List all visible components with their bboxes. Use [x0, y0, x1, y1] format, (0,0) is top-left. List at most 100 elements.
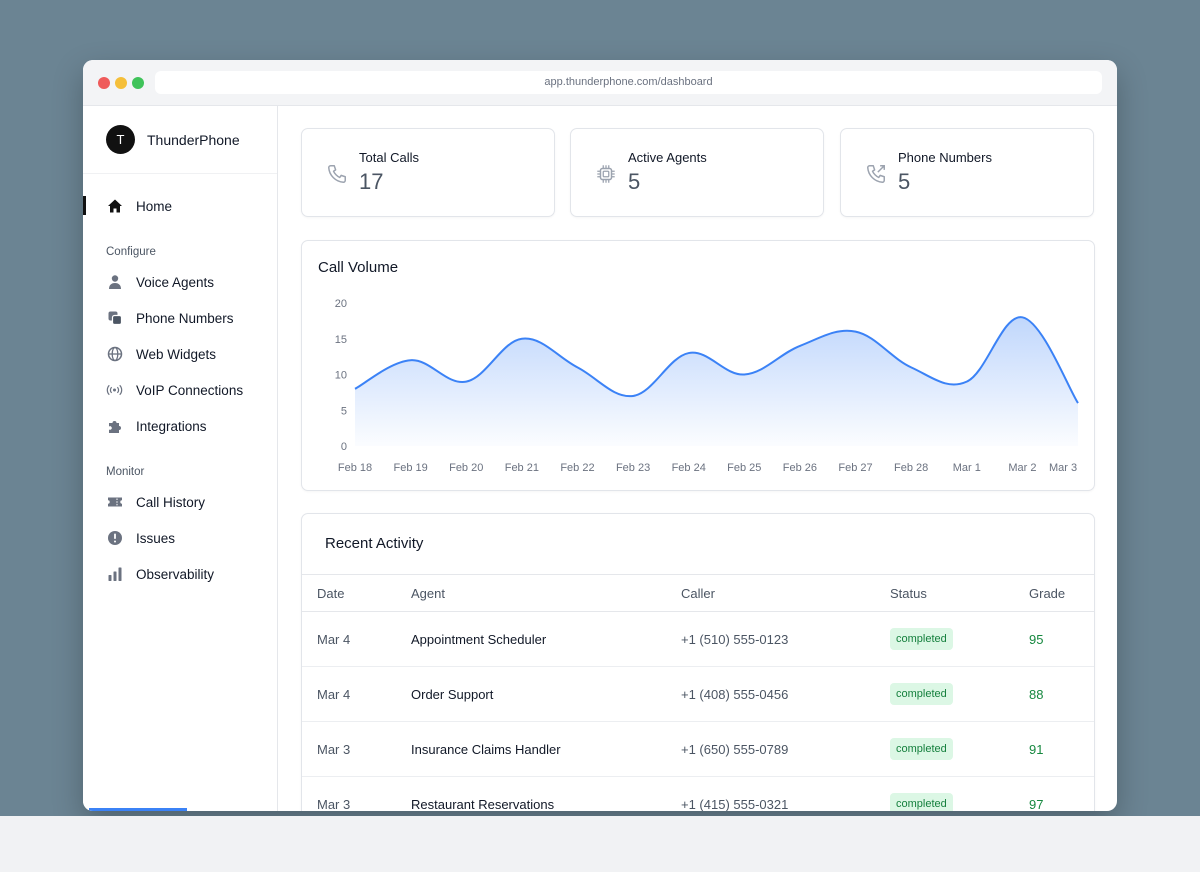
- copy-icon: [106, 310, 123, 327]
- cell-agent: Restaurant Reservations: [411, 796, 555, 812]
- x-tick-label: Feb 24: [672, 462, 706, 474]
- stat-card-total-calls: Total Calls 17: [301, 128, 555, 217]
- sidebar-item-phone-numbers[interactable]: Phone Numbers: [83, 300, 277, 336]
- close-window-button[interactable]: [98, 77, 110, 89]
- table-row[interactable]: Mar 4 Order Support +1 (408) 555-0456 co…: [302, 667, 1094, 722]
- sidebar-item-label: Phone Numbers: [136, 310, 234, 326]
- status-badge: completed: [890, 628, 953, 650]
- alert-circle-icon: [106, 530, 123, 547]
- sidebar-item-web-widgets[interactable]: Web Widgets: [83, 336, 277, 372]
- stat-value: 17: [359, 169, 384, 194]
- brand[interactable]: T ThunderPhone: [83, 106, 277, 174]
- table-row[interactable]: Mar 4 Appointment Scheduler +1 (510) 555…: [302, 612, 1094, 667]
- minimize-window-button[interactable]: [115, 77, 127, 89]
- maximize-window-button[interactable]: [132, 77, 144, 89]
- person-icon: [106, 274, 123, 291]
- brand-name: ThunderPhone: [147, 131, 240, 148]
- column-header-agent[interactable]: Agent: [411, 585, 445, 601]
- cell-caller: +1 (650) 555-0789: [681, 741, 789, 757]
- sidebar-item-label: Integrations: [136, 418, 207, 434]
- browser-window: app.thunderphone.com/dashboard T Thunder…: [83, 60, 1117, 811]
- chip-icon: [595, 163, 617, 185]
- chart-series-line: [354, 316, 1079, 404]
- address-bar[interactable]: app.thunderphone.com/dashboard: [155, 71, 1102, 94]
- stat-value: 5: [628, 169, 641, 194]
- y-tick-label: 10: [335, 370, 347, 382]
- cell-date: Mar 4: [317, 631, 351, 647]
- recent-activity-title: Recent Activity: [325, 535, 424, 552]
- x-tick-label: Mar 3: [1049, 462, 1077, 474]
- sidebar-item-voice-agents[interactable]: Voice Agents: [83, 264, 277, 300]
- sidebar-item-integrations[interactable]: Integrations: [83, 408, 277, 444]
- cell-grade: 91: [1029, 741, 1044, 757]
- sidebar-item-label: Observability: [136, 566, 215, 582]
- column-header-grade[interactable]: Grade: [1029, 585, 1066, 601]
- x-tick-label: Feb 21: [505, 462, 539, 474]
- status-badge: completed: [890, 793, 953, 811]
- cell-status: completed: [890, 667, 953, 721]
- call-volume-chart: 0 5 10 15 20 Feb 18 Feb 19 Feb 20 Feb 21 Feb 22 F…: [335, 298, 1079, 474]
- column-header-date[interactable]: Date: [317, 585, 345, 601]
- stat-label: Total Calls: [359, 150, 419, 165]
- phone-forward-icon: [865, 163, 887, 185]
- cell-date: Mar 4: [317, 686, 351, 702]
- main-content: Total Calls 17 Active Agents 5 Phone Num…: [279, 106, 1117, 811]
- sidebar: T ThunderPhone Home Configure Voice Agen…: [83, 106, 278, 811]
- workspace-avatar: T: [106, 125, 135, 154]
- ticket-icon: [106, 494, 123, 511]
- cell-agent: Insurance Claims Handler: [411, 741, 561, 757]
- sidebar-item-label: Issues: [136, 530, 176, 546]
- page-footer-area: [0, 816, 1200, 872]
- stat-card-phone-numbers: Phone Numbers 5: [840, 128, 1094, 217]
- x-tick-label: Mar 2: [1008, 462, 1036, 474]
- home-icon: [106, 198, 123, 215]
- table-row[interactable]: Mar 3 Insurance Claims Handler +1 (650) …: [302, 722, 1094, 777]
- table-row[interactable]: Mar 3 Restaurant Reservations +1 (415) 5…: [302, 777, 1094, 811]
- x-tick-label: Feb 18: [338, 462, 372, 474]
- section-label-configure: Configure: [106, 246, 156, 258]
- recent-activity-card: Recent Activity Date Agent Caller Status…: [301, 513, 1095, 811]
- stat-card-active-agents: Active Agents 5: [570, 128, 824, 217]
- sidebar-scroll-indicator: [89, 808, 187, 811]
- sidebar-item-voip-connections[interactable]: VoIP Connections: [83, 372, 277, 408]
- cell-status: completed: [890, 722, 953, 776]
- puzzle-icon: [106, 418, 123, 435]
- cell-grade: 95: [1029, 631, 1044, 647]
- x-tick-label: Mar 1: [953, 462, 981, 474]
- cell-grade: 88: [1029, 686, 1044, 702]
- sidebar-item-home[interactable]: Home: [83, 188, 277, 224]
- x-tick-label: Feb 26: [783, 462, 817, 474]
- sidebar-item-label: VoIP Connections: [136, 382, 244, 398]
- cell-status: completed: [890, 777, 953, 811]
- section-label-monitor: Monitor: [106, 466, 145, 478]
- column-header-caller[interactable]: Caller: [681, 585, 715, 601]
- sidebar-item-label: Web Widgets: [136, 346, 217, 362]
- y-tick-label: 15: [335, 334, 347, 346]
- broadcast-icon: [106, 382, 123, 399]
- sidebar-item-label: Call History: [136, 494, 206, 510]
- column-header-status[interactable]: Status: [890, 585, 927, 601]
- chart-area-fill: [355, 317, 1078, 446]
- cell-caller: +1 (510) 555-0123: [681, 631, 789, 647]
- sidebar-item-call-history[interactable]: Call History: [83, 484, 277, 520]
- sidebar-item-label: Voice Agents: [136, 274, 215, 290]
- cell-date: Mar 3: [317, 741, 351, 757]
- y-tick-label: 20: [335, 298, 347, 310]
- stat-value: 5: [898, 169, 911, 194]
- y-tick-label: 0: [341, 441, 347, 453]
- x-tick-label: Feb 19: [393, 462, 427, 474]
- cell-agent: Order Support: [411, 686, 494, 702]
- x-tick-label: Feb 27: [838, 462, 872, 474]
- sidebar-item-label: Home: [136, 198, 173, 214]
- stat-label: Phone Numbers: [898, 150, 992, 165]
- cell-grade: 97: [1029, 796, 1044, 812]
- x-tick-label: Feb 20: [449, 462, 483, 474]
- x-tick-label: Feb 28: [894, 462, 928, 474]
- cell-date: Mar 3: [317, 796, 351, 812]
- y-tick-label: 5: [341, 405, 347, 417]
- chart-title: Call Volume: [318, 259, 399, 276]
- sidebar-item-issues[interactable]: Issues: [83, 520, 277, 556]
- status-badge: completed: [890, 738, 953, 760]
- sidebar-item-observability[interactable]: Observability: [83, 556, 277, 592]
- activity-table: Date Agent Caller Status Grade Mar 4 App…: [302, 574, 1094, 811]
